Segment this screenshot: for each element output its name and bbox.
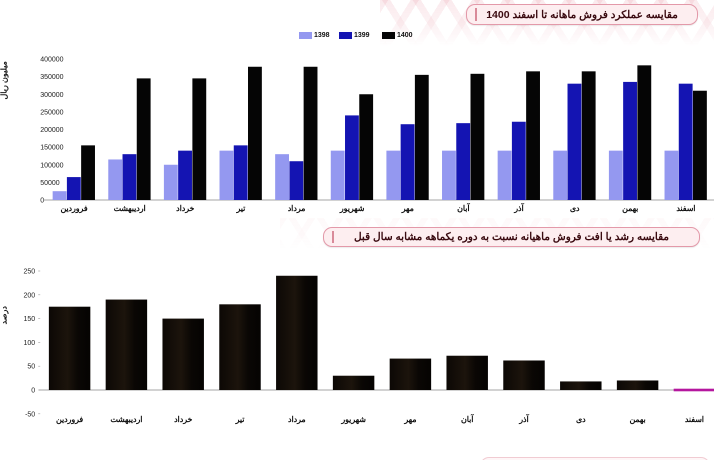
svg-text:مرداد: مرداد: [288, 415, 306, 425]
svg-text:150: 150: [24, 316, 36, 323]
svg-text:آذر: آذر: [518, 413, 529, 425]
svg-text:تیر: تیر: [235, 415, 246, 425]
svg-text:اردیبهشت: اردیبهشت: [110, 415, 142, 425]
svg-text:مهر: مهر: [403, 415, 416, 425]
svg-text:200: 200: [24, 292, 36, 299]
svg-text:اسفند: اسفند: [685, 415, 704, 424]
svg-text:خرداد: خرداد: [174, 415, 192, 425]
svg-text:دی: دی: [576, 415, 586, 424]
svg-text:آبان: آبان: [461, 413, 474, 424]
svg-text:-50: -50: [25, 411, 35, 418]
svg-text:100: 100: [24, 340, 36, 347]
svg-text:50: 50: [27, 364, 35, 371]
svg-text:فروردین: فروردین: [56, 415, 83, 425]
svg-text:شهریور: شهریور: [340, 415, 366, 425]
svg-text:250: 250: [24, 269, 36, 276]
svg-text:بهمن: بهمن: [629, 415, 645, 425]
svg-text:0: 0: [31, 388, 35, 395]
